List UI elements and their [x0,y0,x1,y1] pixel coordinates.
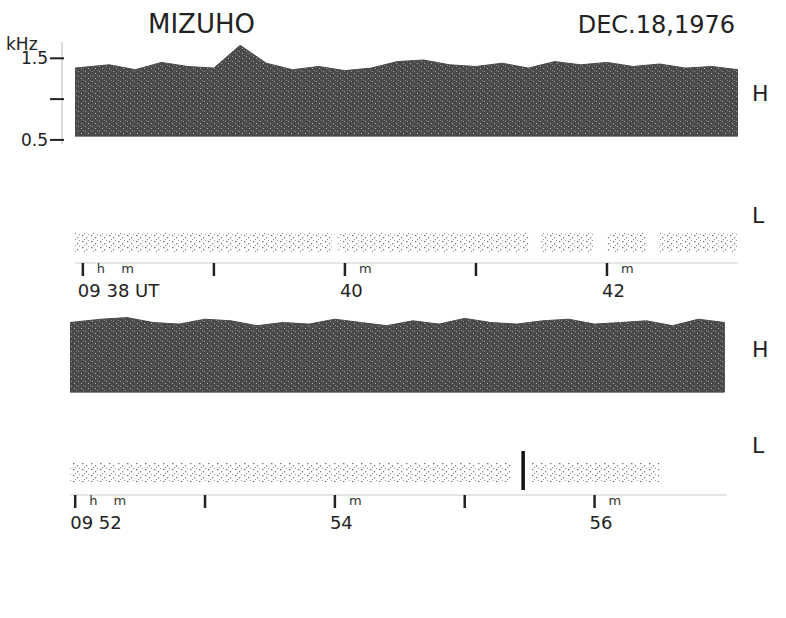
x-axis [70,495,727,496]
y-tick [50,57,64,59]
x-tick [204,495,207,508]
x-tick-unit: m [621,261,640,276]
band-h-floor [75,135,738,137]
x-tick [606,263,609,276]
x-tick-unit: m [359,261,378,276]
channel-label: L [752,203,765,228]
subtitle: DEC.18,1976 [578,11,735,39]
panel: H L 09 52 h m 54 m 56 m [70,318,769,533]
x-tick [344,263,347,276]
x-tick-unit: h m [89,493,132,508]
x-tick-label: 54 [330,512,353,533]
band-l-segment [338,233,528,252]
y-tick-label: 0.5 [21,130,48,150]
x-tick-label: 42 [602,280,625,301]
band-h-floor [70,391,724,393]
figure: MIZUHODEC.18,1976kHz1.50.5HL09 38 UTh m4… [0,0,786,618]
event-spike [521,451,525,490]
y-tick [50,139,64,141]
plot-area [75,45,738,252]
band-l-segment [607,233,646,252]
band-l-segment [659,233,738,252]
title: MIZUHO [148,9,255,39]
x-tick-label: 56 [590,512,613,533]
x-tick-unit: m [349,493,368,508]
channel-label: H [752,337,769,362]
y-axis [62,42,63,144]
band-l-segment [75,233,332,252]
panel: MIZUHODEC.18,1976kHz1.50.5HL09 38 UTh m4… [6,9,769,301]
y-tick [50,98,64,100]
channel-label: H [752,81,769,106]
x-tick [593,495,596,508]
x-tick [334,495,337,508]
x-tick [213,263,216,276]
band-h [70,318,724,392]
x-tick [463,495,466,508]
plot-area [70,318,724,490]
x-tick-unit: m [609,493,628,508]
x-tick [82,263,85,276]
x-tick [475,263,478,276]
band-l-segment [70,463,510,482]
x-tick [74,495,77,508]
channel-label: L [752,433,765,458]
y-tick-label: 1.5 [21,48,48,68]
band-h [75,45,738,136]
x-tick-label: 09 52 [70,512,122,533]
x-tick-label: 40 [340,280,363,301]
band-l-segment [541,233,593,252]
x-tick-unit: h m [97,261,140,276]
band-l-segment [530,463,660,482]
x-tick-label: 09 38 UT [78,280,160,301]
